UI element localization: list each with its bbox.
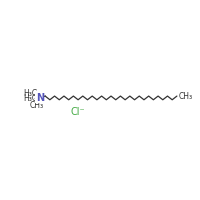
Text: CH₃: CH₃ [179, 92, 193, 101]
Text: H₃C: H₃C [23, 94, 37, 103]
Text: H₃C: H₃C [23, 89, 37, 98]
Text: Cl⁻: Cl⁻ [70, 107, 85, 117]
Text: CH₃: CH₃ [30, 101, 44, 110]
Text: N: N [36, 93, 44, 103]
